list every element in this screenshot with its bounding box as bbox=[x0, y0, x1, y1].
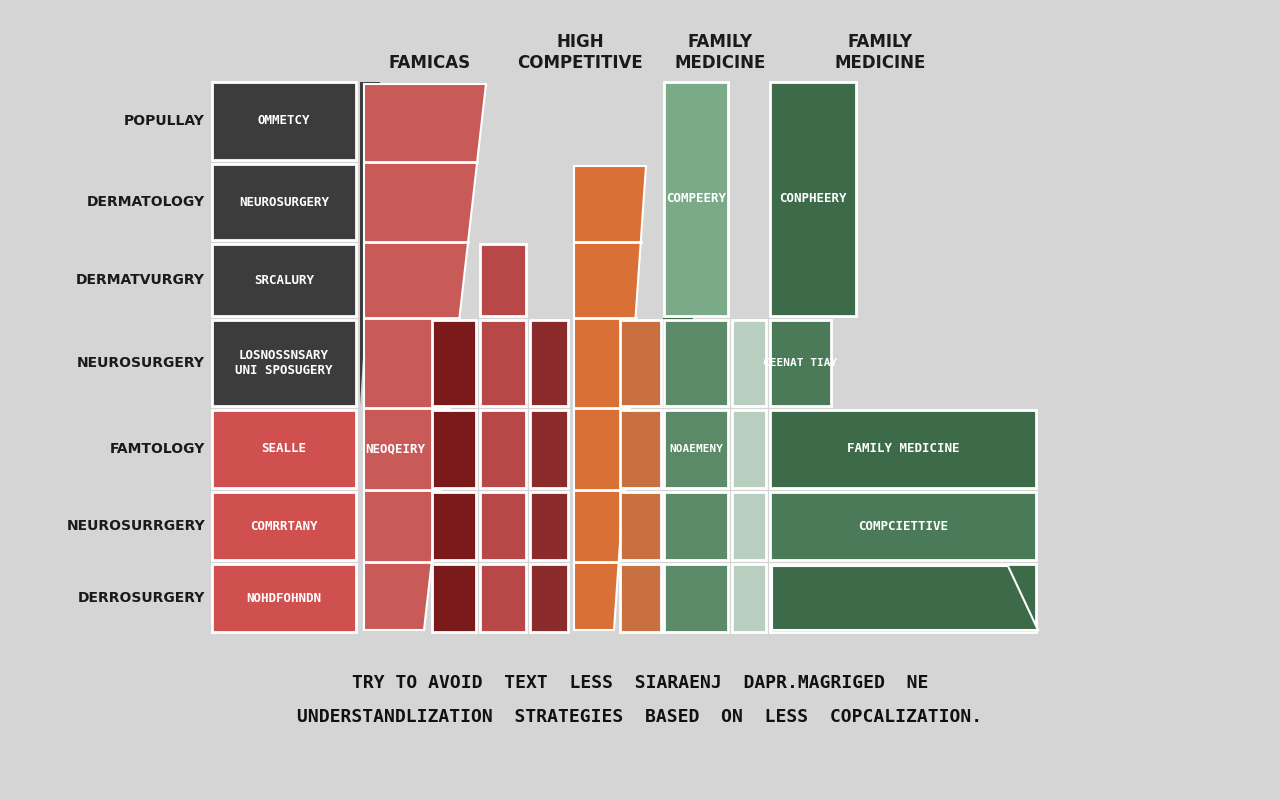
Text: LOSNOSSNSARY
UNI SPOSUGERY: LOSNOSSNSARY UNI SPOSUGERY bbox=[236, 349, 333, 377]
Bar bbox=[433, 320, 476, 406]
Bar bbox=[732, 410, 765, 488]
Bar bbox=[433, 410, 476, 488]
Bar bbox=[530, 320, 568, 406]
Text: TRY TO AVOID  TEXT  LESS  SIARAENJ  DAPR.MAGRIGED  NE
UNDERSTANDLIZATION  STRATE: TRY TO AVOID TEXT LESS SIARAENJ DAPR.MAG… bbox=[297, 674, 983, 726]
Bar bbox=[530, 410, 568, 488]
Text: NOAEMENY: NOAEMENY bbox=[669, 444, 723, 454]
Bar bbox=[433, 564, 476, 632]
Text: NEUROSURRGERY: NEUROSURRGERY bbox=[67, 519, 205, 533]
Text: NOHDFOHNDN: NOHDFOHNDN bbox=[247, 591, 321, 605]
Bar bbox=[771, 492, 1036, 560]
Bar bbox=[212, 244, 356, 316]
Bar bbox=[620, 492, 660, 560]
Polygon shape bbox=[663, 318, 692, 408]
Text: POPULLAY: POPULLAY bbox=[124, 114, 205, 128]
Bar bbox=[480, 244, 526, 316]
Text: CONPHEERY: CONPHEERY bbox=[780, 193, 847, 206]
Polygon shape bbox=[360, 82, 380, 406]
Bar bbox=[620, 410, 660, 488]
Bar bbox=[212, 492, 356, 560]
Bar bbox=[212, 320, 356, 406]
Text: FAMILY
MEDICINE: FAMILY MEDICINE bbox=[675, 34, 765, 72]
Text: SRCALURY: SRCALURY bbox=[253, 274, 314, 286]
Bar bbox=[664, 410, 728, 488]
Text: HIGH
COMPETITIVE: HIGH COMPETITIVE bbox=[517, 34, 643, 72]
Text: SEALLE: SEALLE bbox=[261, 442, 306, 455]
Bar bbox=[732, 320, 765, 406]
Text: DERMATOLOGY: DERMATOLOGY bbox=[87, 195, 205, 209]
Text: DERMATVURGRY: DERMATVURGRY bbox=[76, 273, 205, 287]
Bar bbox=[620, 320, 660, 406]
Text: COMRRTANY: COMRRTANY bbox=[251, 519, 317, 533]
Bar bbox=[480, 492, 526, 560]
Text: NEOQEIRY: NEOQEIRY bbox=[365, 442, 425, 455]
Bar bbox=[212, 82, 356, 160]
Text: COMPEERY: COMPEERY bbox=[666, 193, 726, 206]
Bar bbox=[212, 564, 356, 632]
Bar bbox=[480, 320, 526, 406]
Polygon shape bbox=[573, 166, 646, 630]
Text: NEUROSURGERY: NEUROSURGERY bbox=[239, 195, 329, 209]
Bar bbox=[530, 564, 568, 632]
Bar bbox=[732, 564, 765, 632]
Text: FAMILY
MEDICINE: FAMILY MEDICINE bbox=[835, 34, 925, 72]
Bar bbox=[433, 492, 476, 560]
Polygon shape bbox=[364, 84, 486, 630]
Bar bbox=[771, 320, 831, 406]
Bar bbox=[664, 320, 728, 406]
Bar bbox=[530, 492, 568, 560]
Bar bbox=[664, 82, 728, 316]
Text: OMMETCY: OMMETCY bbox=[257, 114, 310, 127]
Text: DERROSURGERY: DERROSURGERY bbox=[78, 591, 205, 605]
Polygon shape bbox=[772, 566, 1038, 630]
Text: FAMICAS: FAMICAS bbox=[389, 54, 471, 72]
Text: FAMTOLOGY: FAMTOLOGY bbox=[110, 442, 205, 456]
Text: CEENAT TIAY: CEENAT TIAY bbox=[763, 358, 837, 368]
Text: FAMILY MEDICINE: FAMILY MEDICINE bbox=[847, 442, 959, 455]
Text: NEUROSURGERY: NEUROSURGERY bbox=[77, 356, 205, 370]
Bar bbox=[771, 564, 1036, 632]
Bar bbox=[771, 82, 856, 316]
Bar bbox=[620, 564, 660, 632]
Bar bbox=[212, 164, 356, 240]
Bar bbox=[212, 410, 356, 488]
Bar bbox=[664, 564, 728, 632]
Bar bbox=[480, 410, 526, 488]
Bar bbox=[732, 492, 765, 560]
Bar bbox=[771, 410, 1036, 488]
Bar bbox=[664, 492, 728, 560]
Text: COMPCIETTIVE: COMPCIETTIVE bbox=[858, 519, 948, 533]
Bar bbox=[480, 564, 526, 632]
